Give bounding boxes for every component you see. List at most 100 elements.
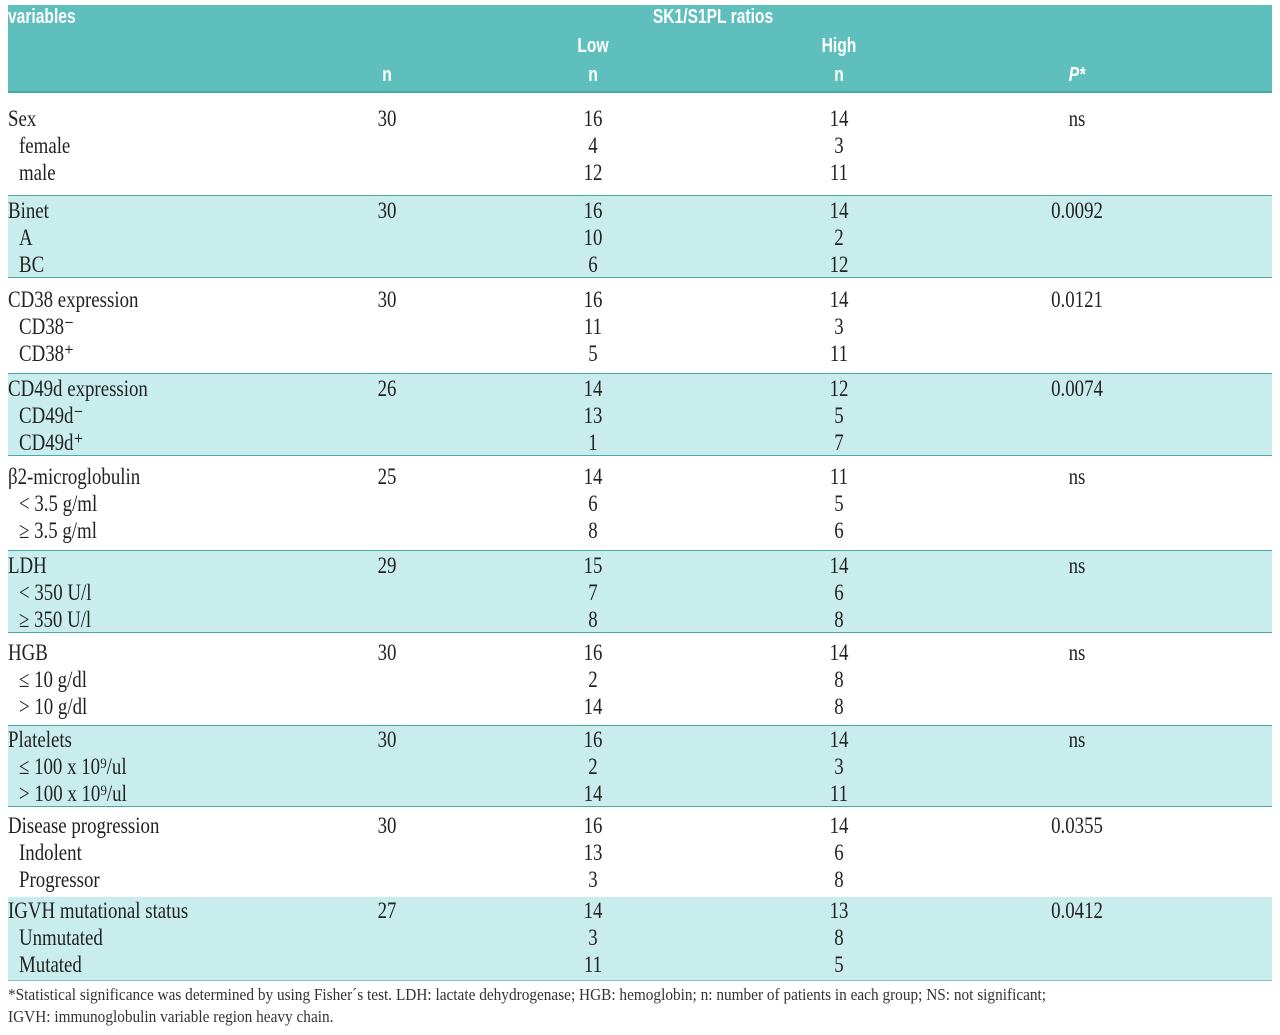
cell-high: 8 — [834, 867, 844, 892]
cell-n: 26 — [377, 375, 397, 401]
table-subrow: Unmutated 3 8 — [8, 924, 1272, 951]
table-row: Disease progression 30 16 14 0.0355 — [8, 812, 1272, 839]
cell-low: 13 — [583, 402, 603, 428]
cell-low: 3 — [588, 867, 598, 892]
cell-low: 3 — [588, 925, 598, 950]
variable-label: LDH — [8, 552, 47, 578]
table-row: β2-microglobulin 25 14 11 ns — [8, 463, 1272, 490]
table-row: CD38 expression 30 16 14 0.0121 — [8, 286, 1272, 313]
cell-high: 8 — [834, 694, 844, 719]
table-row: Platelets 30 16 14 ns — [8, 726, 1272, 753]
cell-high: 14 — [829, 727, 849, 752]
row-group: IGVH mutational status 27 14 13 0.0412 Unmuta… — [8, 897, 1272, 980]
subcategory-label: ≥ 350 U/l — [19, 606, 92, 632]
table-subrow: < 3.5 g/ml 6 5 — [8, 490, 1272, 517]
cell-high: 11 — [829, 781, 849, 806]
cell-high: 14 — [829, 813, 849, 838]
cell-low: 5 — [588, 340, 598, 366]
cell-low: 14 — [583, 464, 603, 489]
cell-high: 3 — [834, 133, 844, 158]
table-subrow: ≤ 100 x 10⁹/ul 2 3 — [8, 753, 1272, 780]
table-subrow: Mutated 11 5 — [8, 951, 1272, 978]
cell-low: 16 — [583, 813, 603, 838]
table-subrow: CD38⁺ 5 11 — [8, 340, 1272, 367]
variable-label: CD49d expression — [8, 375, 148, 401]
row-group: LDH 29 15 14 ns < 350 U/l 7 6 ≥ 350 U/l 8 8 — [8, 550, 1272, 632]
cell-high: 14 — [829, 197, 849, 223]
header-high: High — [821, 35, 857, 57]
subcategory-label: CD38⁻ — [19, 313, 75, 339]
subcategory-label: CD49d⁻ — [19, 402, 84, 428]
cell-high: 8 — [834, 925, 844, 950]
row-group: β2-microglobulin 25 14 11 ns < 3.5 g/ml 6 5 ≥ 3.… — [8, 455, 1272, 550]
row-group: Sex 30 16 14 ns female 4 3 male 12 11 — [8, 92, 1272, 195]
subcategory-label: ≤ 100 x 10⁹/ul — [19, 754, 127, 779]
cell-low: 16 — [583, 106, 603, 131]
cell-n: 29 — [377, 552, 397, 578]
header-group-title: SK1/S1PL ratios — [652, 6, 774, 28]
cell-low: 16 — [583, 286, 603, 312]
subcategory-label: female — [19, 133, 71, 158]
table-subrow: CD38⁻ 11 3 — [8, 313, 1272, 340]
cell-high: 8 — [834, 606, 844, 632]
cell-n: 25 — [377, 464, 397, 489]
table-subrow: ≤ 10 g/dl 2 8 — [8, 666, 1272, 693]
cell-high: 8 — [834, 667, 844, 692]
table-subrow: > 100 x 10⁹/ul 14 11 — [8, 780, 1272, 807]
table-subrow: < 350 U/l 7 6 — [8, 579, 1272, 606]
subcategory-label: CD38⁺ — [19, 340, 75, 366]
subcategory-label: BC — [19, 251, 45, 277]
subcategory-label: Unmutated — [19, 925, 103, 950]
table-subrow: ≥ 350 U/l 8 8 — [8, 606, 1272, 633]
cell-low: 14 — [583, 898, 603, 923]
subcategory-label: > 10 g/dl — [19, 694, 88, 719]
header-low: Low — [577, 35, 609, 57]
header-n-high: n — [834, 64, 844, 86]
variable-label: Sex — [8, 106, 37, 131]
cell-low: 2 — [588, 754, 598, 779]
table-row: CD49d expression 26 14 12 0.0074 — [8, 375, 1272, 402]
table-subrow: > 10 g/dl 14 8 — [8, 693, 1272, 720]
cell-low: 1 — [588, 429, 598, 455]
cell-n: 30 — [377, 286, 397, 312]
cell-low: 4 — [588, 133, 598, 158]
cell-low: 14 — [583, 375, 603, 401]
cell-p: 0.0074 — [1051, 375, 1103, 401]
cell-high: 14 — [829, 106, 849, 131]
cell-high: 5 — [834, 491, 844, 516]
cell-low: 12 — [583, 160, 603, 185]
cell-p: ns — [1068, 106, 1086, 131]
cell-p: 0.0355 — [1051, 813, 1103, 838]
table-subrow: A 10 2 — [8, 224, 1272, 251]
cell-low: 6 — [588, 251, 598, 277]
cell-low: 8 — [588, 606, 598, 632]
table-row: LDH 29 15 14 ns — [8, 552, 1272, 579]
cell-low: 11 — [583, 313, 603, 339]
table-row: Binet 30 16 14 0.0092 — [8, 197, 1272, 224]
cell-n: 27 — [377, 898, 397, 923]
row-group: CD38 expression 30 16 14 0.0121 CD38⁻ 11 3 CD38⁺… — [8, 277, 1272, 373]
cell-low: 16 — [583, 640, 603, 665]
cell-n: 30 — [377, 813, 397, 838]
subcategory-label: ≤ 10 g/dl — [19, 667, 87, 692]
cell-n: 30 — [377, 727, 397, 752]
row-group: CD49d expression 26 14 12 0.0074 CD49d⁻ 13 5 CD4… — [8, 373, 1272, 455]
cell-high: 14 — [829, 286, 849, 312]
cell-low: 16 — [583, 197, 603, 223]
cell-high: 11 — [829, 340, 849, 366]
cell-high: 11 — [829, 160, 849, 185]
subcategory-label: Mutated — [19, 952, 82, 977]
subcategory-label: ≥ 3.5 g/ml — [19, 518, 97, 543]
header-p: P* — [1068, 64, 1086, 86]
subcategory-label: > 100 x 10⁹/ul — [19, 781, 127, 806]
subcategory-label: A — [19, 224, 33, 250]
cell-high: 12 — [829, 251, 849, 277]
cell-low: 6 — [588, 491, 598, 516]
variable-label: HGB — [8, 640, 48, 665]
row-group: HGB 30 16 14 ns ≤ 10 g/dl 2 8 > 10 g/dl 14 8 — [8, 632, 1272, 725]
cell-high: 6 — [834, 518, 844, 543]
cell-high: 14 — [829, 552, 849, 578]
table-row: HGB 30 16 14 ns — [8, 639, 1272, 666]
cell-low: 16 — [583, 727, 603, 752]
header-n-total: n — [382, 64, 392, 86]
